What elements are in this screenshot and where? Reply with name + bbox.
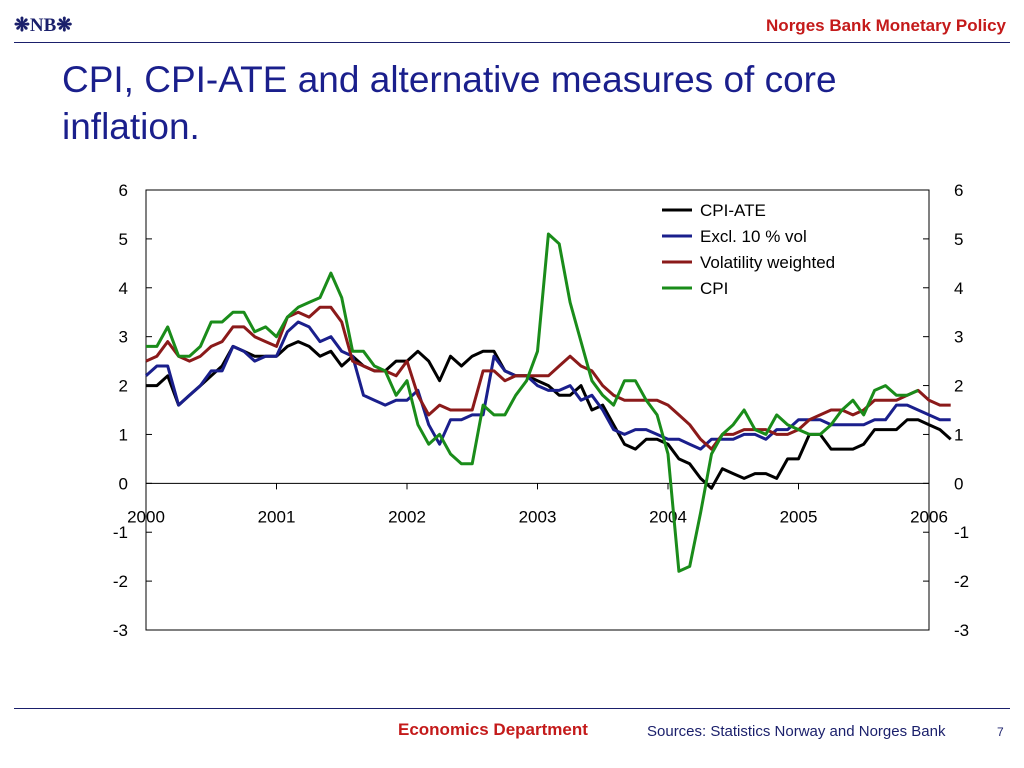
footer-rule (14, 708, 1010, 709)
slide-title: CPI, CPI-ATE and alternative measures of… (62, 59, 837, 147)
legend-label: Excl. 10 % vol (700, 227, 807, 246)
x-tick-label: 2006 (910, 507, 948, 526)
legend-label: Volatility weighted (700, 253, 835, 272)
y-tick-label-left: 2 (119, 377, 128, 396)
y-tick-label-left: 1 (119, 425, 128, 444)
y-tick-label-right: 1 (954, 425, 963, 444)
y-tick-label-left: 3 (119, 328, 128, 347)
y-tick-label-left: -3 (113, 621, 128, 640)
y-tick-label-left: 6 (119, 181, 128, 200)
series-line-cpi-ate (146, 340, 952, 490)
y-tick-label-right: -1 (954, 523, 969, 542)
x-tick-label: 2002 (388, 507, 426, 526)
y-tick-label-right: 2 (954, 377, 963, 396)
series-line-excl-10-vol (144, 320, 951, 451)
y-tick-label-right: 0 (954, 474, 963, 493)
series-line-cpi (146, 232, 919, 573)
y-tick-label-left: 0 (119, 474, 128, 493)
series-line-volatility-weighted (145, 305, 951, 451)
x-tick-label: 2004 (649, 507, 687, 526)
page-number: 7 (997, 725, 1004, 739)
norges-bank-logo: ❋NB❋ (14, 15, 73, 36)
y-tick-label-right: 6 (954, 181, 963, 200)
y-tick-label-left: 4 (119, 279, 128, 298)
y-tick-label-right: 4 (954, 279, 963, 298)
x-tick-label: 2000 (127, 507, 165, 526)
x-tick-label: 2003 (519, 507, 557, 526)
y-tick-label-left: 5 (119, 230, 128, 249)
x-tick-label: 2001 (258, 507, 296, 526)
footer-department: Economics Department (398, 720, 588, 739)
y-tick-label-right: 3 (954, 328, 963, 347)
y-tick-label-right: -2 (954, 572, 969, 591)
y-tick-label-left: -2 (113, 572, 128, 591)
header-rule (14, 42, 1010, 43)
y-tick-label-left: -1 (113, 523, 128, 542)
y-tick-label-right: 5 (954, 230, 963, 249)
y-tick-label-right: -3 (954, 621, 969, 640)
legend-label: CPI-ATE (700, 201, 766, 220)
x-tick-label: 2005 (780, 507, 818, 526)
footer-sources: Sources: Statistics Norway and Norges Ba… (647, 723, 946, 740)
plot-frame (145, 189, 930, 631)
legend-label: CPI (700, 279, 728, 298)
header-title: Norges Bank Monetary Policy (766, 16, 1006, 35)
